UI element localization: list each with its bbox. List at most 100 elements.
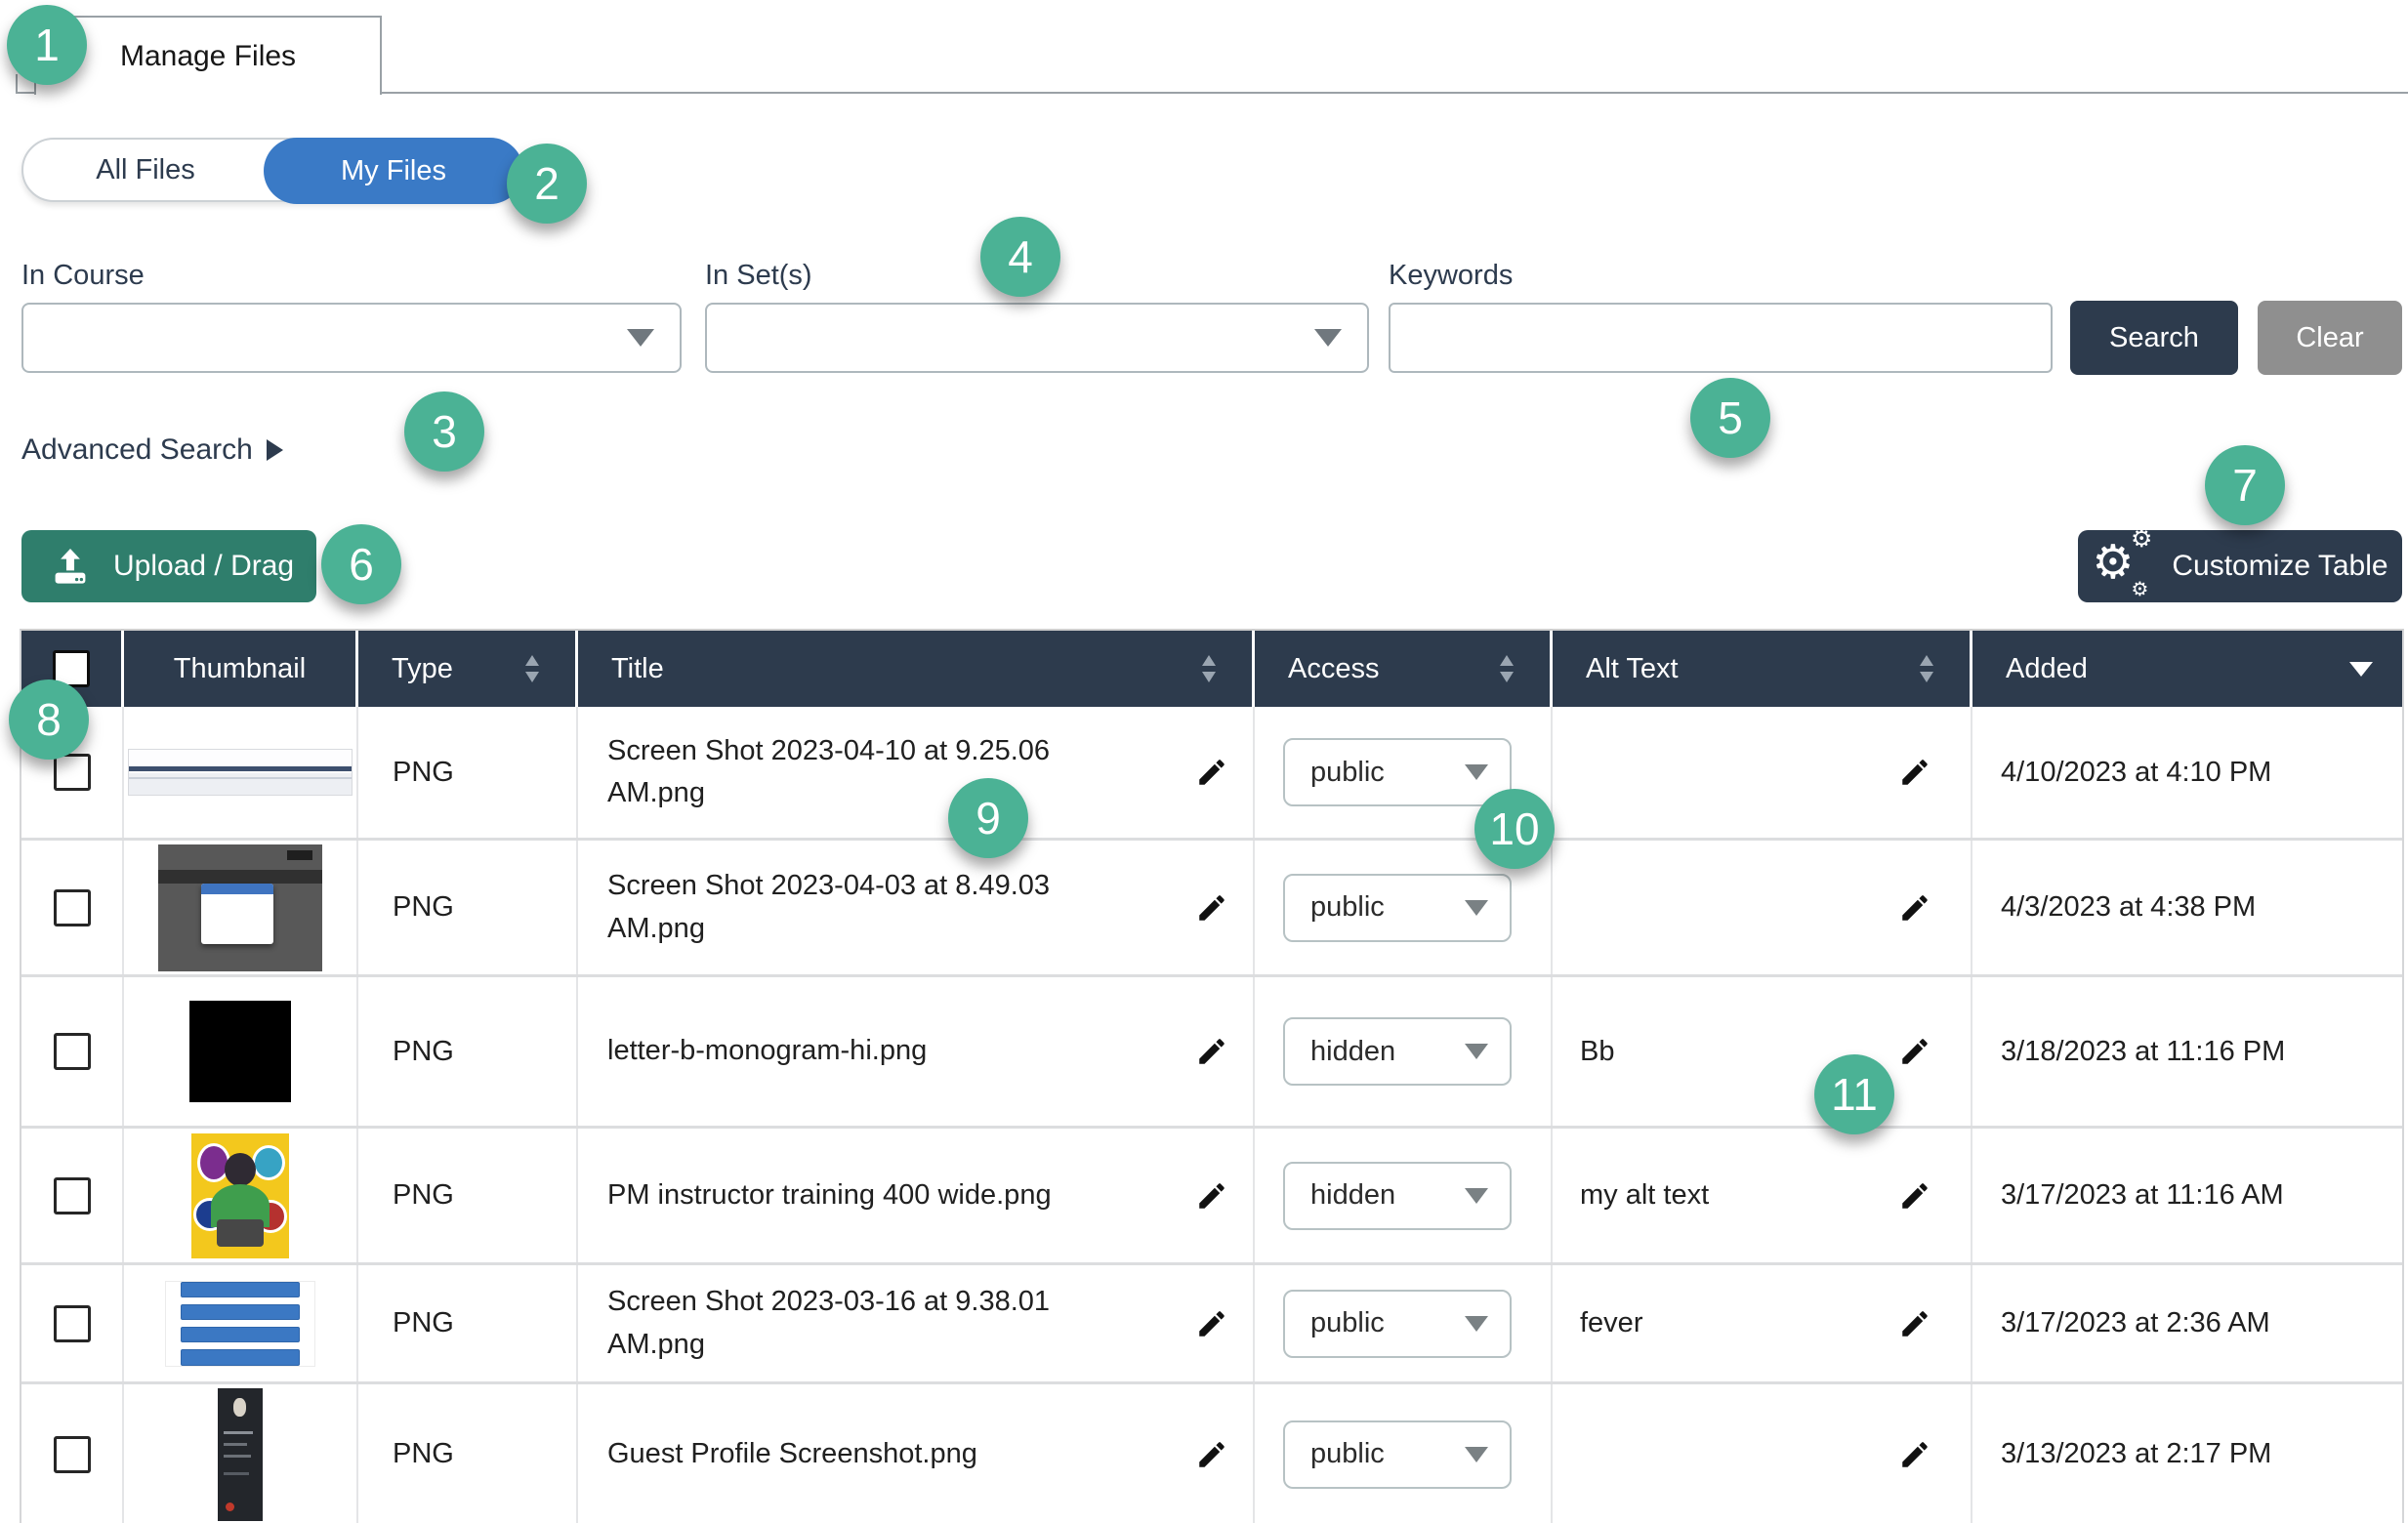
row-checkbox[interactable] — [53, 1435, 91, 1473]
row-checkbox[interactable] — [53, 1033, 91, 1070]
search-button[interactable]: Search — [2070, 301, 2238, 375]
file-title: Guest Profile Screenshot.png — [607, 1437, 977, 1469]
edit-alt-text-icon[interactable] — [1898, 1179, 1931, 1213]
row-checkbox[interactable] — [53, 888, 91, 926]
edit-alt-text-icon[interactable] — [1898, 891, 1931, 925]
file-title: Screen Shot 2023-03-16 at 9.38.01 AM.png — [607, 1286, 1051, 1360]
chevron-down-icon — [1314, 329, 1342, 347]
annotation-badge-4: 4 — [980, 217, 1060, 297]
annotation-badge-3: 3 — [404, 391, 484, 472]
file-thumbnail[interactable] — [191, 1132, 289, 1258]
edit-title-icon[interactable] — [1195, 1438, 1228, 1471]
edit-title-icon[interactable] — [1195, 1179, 1228, 1213]
clear-button[interactable]: Clear — [2258, 301, 2402, 375]
file-type: PNG — [393, 1438, 454, 1469]
all-files-button[interactable]: All Files — [23, 140, 268, 200]
access-select[interactable]: hidden — [1283, 1161, 1512, 1230]
customize-table-button[interactable]: ⚙ ⚙ ⚙ Customize Table — [2078, 524, 2402, 602]
column-header-added[interactable]: Added — [1972, 631, 2402, 707]
file-title: Screen Shot 2023-04-03 at 8.49.03 AM.png — [607, 870, 1051, 944]
table-header-row: Thumbnail Type Title Access — [21, 631, 2402, 707]
added-date: 3/13/2023 at 2:17 PM — [2001, 1438, 2272, 1469]
all-files-label: All Files — [96, 153, 195, 185]
file-thumbnail[interactable] — [165, 1280, 315, 1367]
added-date: 4/3/2023 at 4:38 PM — [2001, 891, 2257, 923]
caret-down-icon — [2349, 661, 2373, 677]
my-files-button[interactable]: My Files — [264, 138, 523, 204]
column-header-thumbnail: Thumbnail — [124, 631, 358, 707]
files-table: Thumbnail Type Title Access — [20, 629, 2404, 1523]
file-type: PNG — [393, 1035, 454, 1067]
edit-title-icon[interactable] — [1195, 756, 1228, 789]
file-thumbnail[interactable] — [189, 1001, 291, 1102]
table-row: PNG Screen Shot 2023-04-10 at 9.25.06 AM… — [21, 707, 2402, 841]
chevron-down-icon — [1465, 1187, 1488, 1204]
edit-title-icon[interactable] — [1195, 1307, 1228, 1340]
file-thumbnail[interactable] — [128, 749, 353, 796]
in-course-select[interactable] — [21, 303, 682, 373]
tab-manage-files[interactable]: Manage Files — [34, 16, 382, 95]
annotation-badge-8: 8 — [9, 679, 89, 760]
file-thumbnail[interactable] — [158, 844, 322, 971]
file-type: PNG — [393, 891, 454, 923]
keywords-label: Keywords — [1389, 260, 1514, 291]
column-header-title[interactable]: Title — [578, 631, 1255, 707]
annotation-badge-10: 10 — [1474, 789, 1555, 869]
my-files-label: My Files — [341, 154, 446, 186]
keywords-input[interactable] — [1389, 303, 2053, 373]
access-select[interactable]: public — [1283, 738, 1512, 806]
arrow-right-icon — [266, 439, 283, 461]
upload-drag-button[interactable]: Upload / Drag — [21, 530, 316, 602]
edit-title-icon[interactable] — [1195, 1035, 1228, 1068]
access-select[interactable]: hidden — [1283, 1017, 1512, 1086]
chevron-down-icon — [1465, 1446, 1488, 1462]
tab-label: Manage Files — [119, 39, 297, 72]
edit-title-icon[interactable] — [1195, 891, 1228, 925]
file-type: PNG — [393, 756, 454, 788]
added-date: 3/17/2023 at 11:16 AM — [2001, 1179, 2284, 1211]
access-select[interactable]: public — [1283, 873, 1512, 942]
annotation-badge-6: 6 — [321, 524, 401, 604]
tabbar-edge-tick — [16, 74, 18, 94]
access-select[interactable]: public — [1283, 1420, 1512, 1489]
column-header-alt-text[interactable]: Alt Text — [1553, 631, 1972, 707]
file-title: PM instructor training 400 wide.png — [607, 1178, 1052, 1211]
row-checkbox[interactable] — [53, 1176, 91, 1214]
edit-alt-text-icon[interactable] — [1898, 1438, 1931, 1471]
edit-alt-text-icon[interactable] — [1898, 756, 1931, 789]
table-row: PNG Guest Profile Screenshot.png public — [21, 1384, 2402, 1523]
in-sets-select[interactable] — [705, 303, 1369, 373]
sort-arrows-icon — [525, 655, 539, 682]
table-row: PNG Screen Shot 2023-04-03 at 8.49.03 AM… — [21, 841, 2402, 977]
file-title: letter-b-monogram-hi.png — [607, 1035, 928, 1067]
gears-icon: ⚙ ⚙ ⚙ — [2092, 524, 2153, 600]
advanced-search-link[interactable]: Advanced Search — [21, 433, 283, 467]
annotation-badge-1: 1 — [7, 5, 87, 85]
in-sets-label: In Set(s) — [705, 260, 812, 291]
chevron-down-icon — [627, 329, 654, 347]
access-select[interactable]: public — [1283, 1289, 1512, 1358]
file-title: Screen Shot 2023-04-10 at 9.25.06 AM.png — [607, 734, 1051, 809]
annotation-badge-11: 11 — [1814, 1054, 1894, 1134]
files-scope-toggle: All Files My Files — [21, 138, 523, 204]
sort-arrows-icon — [1920, 655, 1933, 682]
row-checkbox[interactable] — [53, 754, 91, 791]
edit-alt-text-icon[interactable] — [1898, 1307, 1931, 1340]
alt-text-value: my alt text — [1580, 1179, 1710, 1211]
file-thumbnail[interactable] — [218, 1387, 263, 1521]
upload-icon — [55, 549, 86, 584]
annotation-badge-9: 9 — [948, 778, 1028, 858]
chevron-down-icon — [1465, 899, 1488, 916]
added-date: 4/10/2023 at 4:10 PM — [2001, 756, 2272, 788]
table-row: PNG Screen Shot 2023-03-16 at 9.38.01 AM… — [21, 1265, 2402, 1384]
chevron-down-icon — [1465, 1315, 1488, 1332]
chevron-down-icon — [1465, 1044, 1488, 1059]
edit-alt-text-icon[interactable] — [1898, 1035, 1931, 1068]
column-header-access[interactable]: Access — [1255, 631, 1553, 707]
row-checkbox[interactable] — [53, 1304, 91, 1342]
column-header-type[interactable]: Type — [358, 631, 578, 707]
in-course-label: In Course — [21, 260, 145, 291]
file-type: PNG — [393, 1307, 454, 1338]
annotation-badge-2: 2 — [507, 144, 587, 224]
